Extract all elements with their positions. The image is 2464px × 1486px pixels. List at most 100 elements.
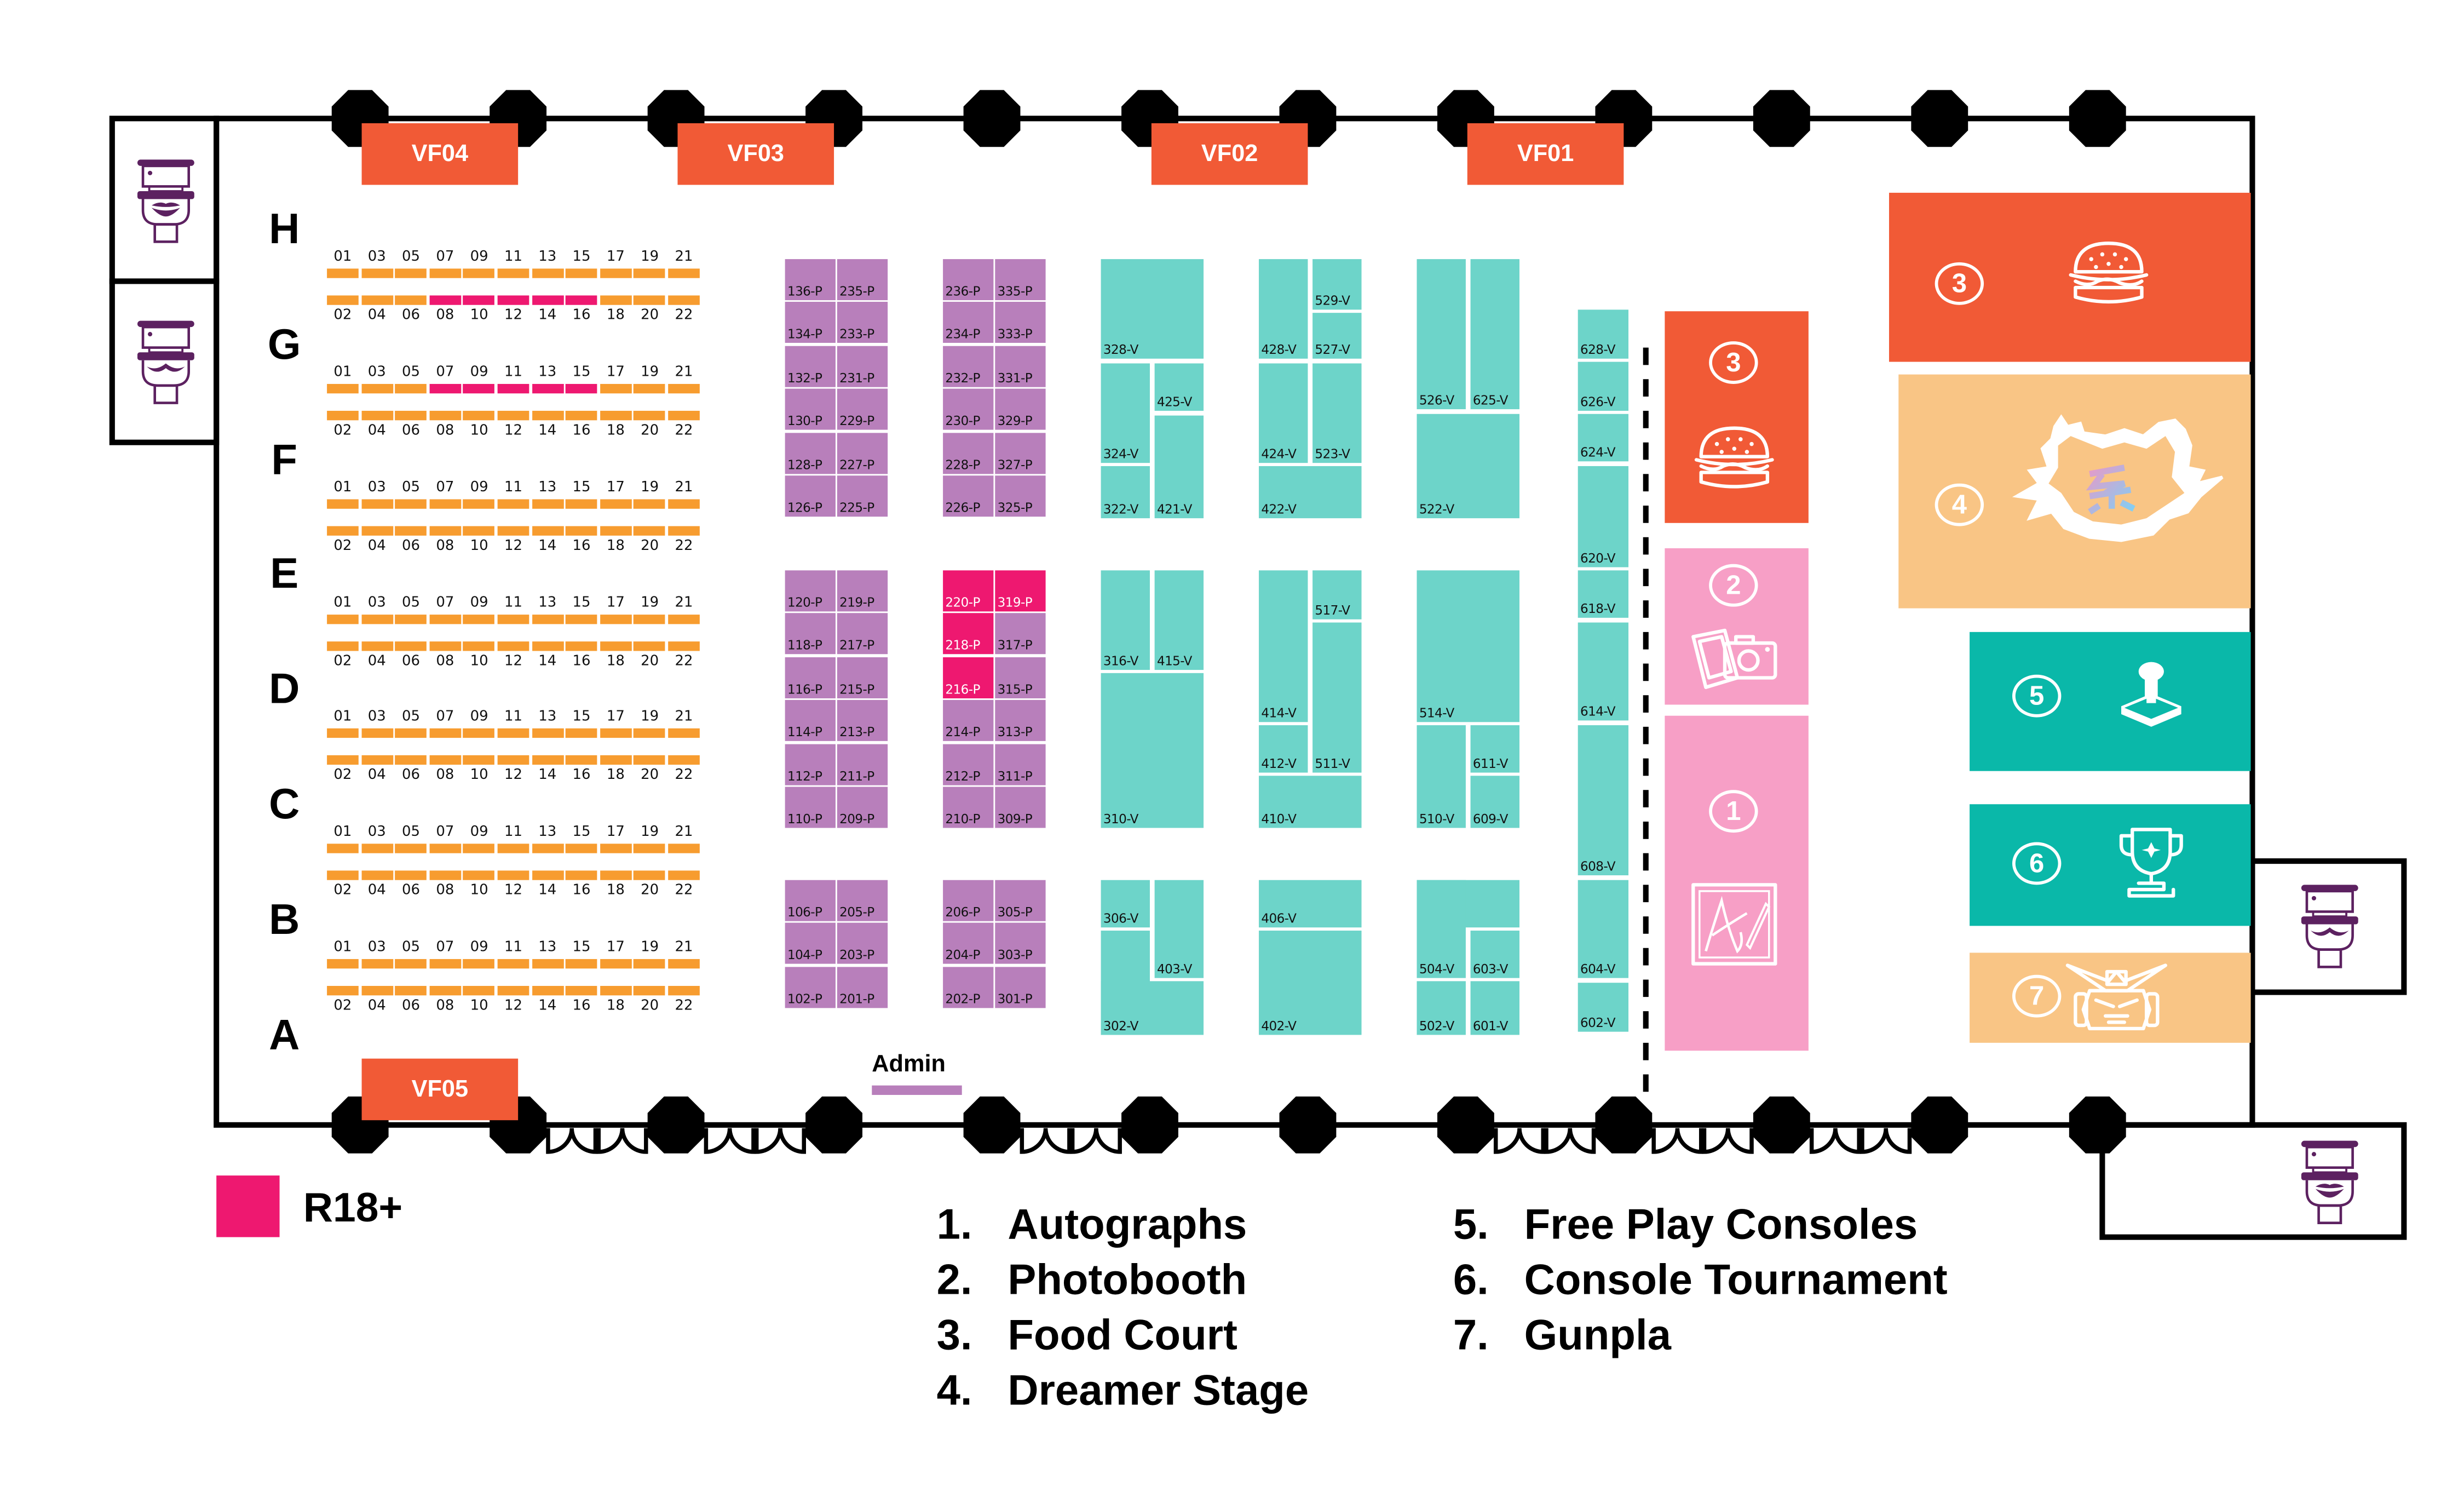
table-13[interactable] [531,268,563,278]
vendor-flag-vf05[interactable]: VF05 [361,1058,519,1121]
table-06[interactable] [395,410,427,421]
booth-517-v[interactable] [1312,570,1362,619]
table-12[interactable] [497,641,529,651]
booth-421-v[interactable] [1154,415,1204,519]
table-11[interactable] [497,499,529,509]
table-17[interactable] [600,499,632,509]
table-22[interactable] [668,295,700,305]
table-09[interactable] [463,959,496,969]
booth-231-p[interactable] [837,346,888,387]
booth-511-v[interactable] [1312,622,1362,773]
booth-329-p[interactable] [995,389,1046,431]
table-12[interactable] [497,526,529,536]
table-02[interactable] [327,641,359,651]
booth-114-p[interactable] [785,700,836,742]
table-08[interactable] [429,295,461,305]
table-18[interactable] [600,985,632,996]
table-03[interactable] [361,959,393,969]
table-06[interactable] [395,870,427,880]
booth-116-p[interactable] [785,657,836,698]
booth-414-v[interactable] [1259,570,1308,722]
table-04[interactable] [361,410,393,421]
table-02[interactable] [327,526,359,536]
table-01[interactable] [327,728,359,738]
table-06[interactable] [395,985,427,996]
table-22[interactable] [668,755,700,765]
table-17[interactable] [600,615,632,624]
table-06[interactable] [395,755,427,765]
table-10[interactable] [463,755,496,765]
booth-313-p[interactable] [995,700,1046,742]
booth-233-p[interactable] [837,302,888,344]
table-04[interactable] [361,526,393,536]
booth-514-v[interactable] [1417,570,1519,722]
table-13[interactable] [531,615,563,624]
table-15[interactable] [566,959,597,969]
booth-136-p[interactable] [785,259,836,301]
table-03[interactable] [361,383,393,394]
table-22[interactable] [668,410,700,421]
table-04[interactable] [361,295,393,305]
vendor-flag-vf03[interactable]: VF03 [677,123,834,185]
booth-228-p[interactable] [943,432,994,474]
table-11[interactable] [497,268,529,278]
booth-601-v[interactable] [1470,981,1519,1035]
table-01[interactable] [327,844,359,853]
table-08[interactable] [429,526,461,536]
table-01[interactable] [327,615,359,624]
booth-412-v[interactable] [1259,725,1308,773]
booth-202-p[interactable] [943,966,994,1008]
table-22[interactable] [668,870,700,880]
booth-126-p[interactable] [785,475,836,517]
table-08[interactable] [429,755,461,765]
table-20[interactable] [634,526,666,536]
booth-335-p[interactable] [995,259,1046,301]
table-08[interactable] [429,641,461,651]
booth-325-p[interactable] [995,475,1046,517]
table-19[interactable] [634,615,666,624]
table-20[interactable] [634,641,666,651]
table-16[interactable] [566,985,597,996]
table-05[interactable] [395,383,427,394]
booth-225-p[interactable] [837,475,888,517]
table-18[interactable] [600,755,632,765]
table-02[interactable] [327,755,359,765]
table-21[interactable] [668,728,700,738]
admin-desk[interactable] [872,1085,962,1095]
table-08[interactable] [429,410,461,421]
table-12[interactable] [497,755,529,765]
table-16[interactable] [566,526,597,536]
booth-331-p[interactable] [995,346,1046,387]
booth-218-p[interactable] [943,613,994,655]
booth-625-v[interactable] [1470,259,1519,410]
booth-205-p[interactable] [837,880,888,921]
booth-428-v[interactable] [1259,259,1308,359]
table-15[interactable] [566,499,597,509]
table-14[interactable] [531,526,563,536]
booth-310-v[interactable] [1101,673,1204,828]
table-03[interactable] [361,728,393,738]
booth-130-p[interactable] [785,389,836,431]
booth-510-v[interactable] [1417,725,1466,828]
table-13[interactable] [531,499,563,509]
table-05[interactable] [395,959,427,969]
table-22[interactable] [668,526,700,536]
booth-628-v[interactable] [1578,309,1629,359]
booth-134-p[interactable] [785,302,836,344]
table-05[interactable] [395,268,427,278]
booth-104-p[interactable] [785,923,836,965]
table-07[interactable] [429,499,461,509]
table-07[interactable] [429,959,461,969]
booth-311-p[interactable] [995,743,1046,785]
table-05[interactable] [395,615,427,624]
table-07[interactable] [429,268,461,278]
table-10[interactable] [463,870,496,880]
booth-229-p[interactable] [837,389,888,431]
table-21[interactable] [668,959,700,969]
table-05[interactable] [395,728,427,738]
table-14[interactable] [531,755,563,765]
booth-235-p[interactable] [837,259,888,301]
table-09[interactable] [463,268,496,278]
table-14[interactable] [531,641,563,651]
table-21[interactable] [668,499,700,509]
